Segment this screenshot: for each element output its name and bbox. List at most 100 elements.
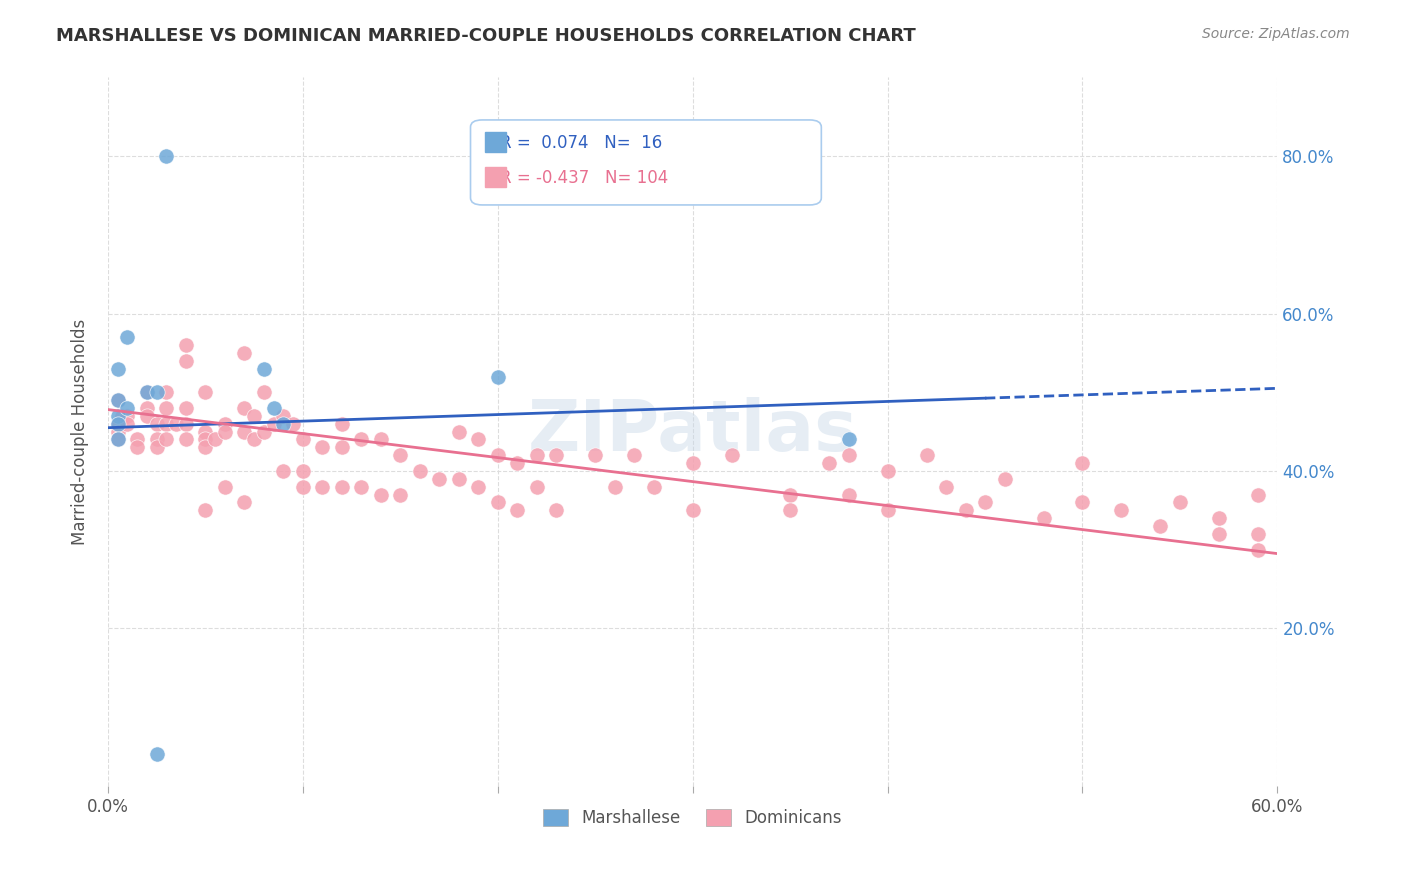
- Point: [291, 464, 314, 478]
- Point: [107, 393, 129, 408]
- Point: [155, 401, 177, 415]
- Point: [818, 456, 841, 470]
- Point: [330, 441, 353, 455]
- Point: [263, 401, 285, 415]
- Point: [583, 448, 606, 462]
- Point: [253, 361, 276, 376]
- Point: [263, 417, 285, 431]
- Point: [136, 401, 159, 415]
- Point: [370, 487, 392, 501]
- Point: [779, 503, 801, 517]
- Point: [876, 503, 898, 517]
- Legend: Marshallese, Dominicans: Marshallese, Dominicans: [537, 803, 849, 834]
- Bar: [485, 132, 506, 152]
- Point: [117, 401, 139, 415]
- Point: [1149, 519, 1171, 533]
- Point: [117, 330, 139, 344]
- Text: MARSHALLESE VS DOMINICAN MARRIED-COUPLE HOUSEHOLDS CORRELATION CHART: MARSHALLESE VS DOMINICAN MARRIED-COUPLE …: [56, 27, 915, 45]
- Point: [174, 401, 197, 415]
- Text: ZIPatlas: ZIPatlas: [527, 397, 858, 467]
- Point: [174, 338, 197, 352]
- Point: [107, 417, 129, 431]
- Point: [427, 472, 450, 486]
- Point: [273, 409, 295, 423]
- Point: [370, 433, 392, 447]
- Point: [447, 472, 470, 486]
- Text: R =  0.074   N=  16: R = 0.074 N= 16: [499, 134, 662, 152]
- Point: [1111, 503, 1133, 517]
- Point: [311, 480, 333, 494]
- Point: [136, 385, 159, 400]
- Point: [127, 441, 149, 455]
- Point: [155, 385, 177, 400]
- Point: [107, 433, 129, 447]
- Point: [311, 441, 333, 455]
- Point: [291, 480, 314, 494]
- Point: [233, 425, 256, 439]
- Point: [467, 480, 489, 494]
- Point: [350, 480, 373, 494]
- Point: [194, 441, 217, 455]
- Point: [107, 361, 129, 376]
- Point: [779, 487, 801, 501]
- Text: Source: ZipAtlas.com: Source: ZipAtlas.com: [1202, 27, 1350, 41]
- Point: [107, 417, 129, 431]
- Point: [506, 456, 529, 470]
- Point: [330, 417, 353, 431]
- Point: [876, 464, 898, 478]
- Point: [330, 480, 353, 494]
- Point: [526, 448, 548, 462]
- Point: [291, 433, 314, 447]
- Point: [915, 448, 938, 462]
- Point: [409, 464, 432, 478]
- Point: [155, 149, 177, 163]
- Point: [136, 385, 159, 400]
- Point: [174, 353, 197, 368]
- Point: [838, 487, 860, 501]
- Point: [243, 433, 266, 447]
- Point: [243, 409, 266, 423]
- Point: [107, 425, 129, 439]
- Point: [194, 433, 217, 447]
- Point: [486, 495, 509, 509]
- Point: [546, 448, 568, 462]
- Point: [682, 503, 704, 517]
- FancyBboxPatch shape: [471, 120, 821, 205]
- Point: [233, 401, 256, 415]
- Point: [1168, 495, 1191, 509]
- Point: [1071, 456, 1094, 470]
- Point: [389, 448, 412, 462]
- Point: [107, 393, 129, 408]
- Point: [111, 409, 134, 423]
- Point: [136, 409, 159, 423]
- Text: R = -0.437   N= 104: R = -0.437 N= 104: [499, 169, 668, 187]
- Point: [145, 747, 167, 762]
- Point: [194, 503, 217, 517]
- Point: [603, 480, 626, 494]
- Y-axis label: Married-couple Households: Married-couple Households: [72, 318, 89, 545]
- Point: [145, 385, 167, 400]
- Point: [993, 472, 1015, 486]
- Point: [273, 417, 295, 431]
- Point: [546, 503, 568, 517]
- Point: [253, 385, 276, 400]
- Point: [1071, 495, 1094, 509]
- Point: [720, 448, 742, 462]
- Point: [155, 433, 177, 447]
- Point: [389, 487, 412, 501]
- Point: [955, 503, 977, 517]
- Point: [117, 409, 139, 423]
- Point: [643, 480, 665, 494]
- Point: [233, 346, 256, 360]
- Point: [838, 433, 860, 447]
- Point: [281, 417, 304, 431]
- Point: [1247, 487, 1270, 501]
- Point: [145, 417, 167, 431]
- Point: [174, 433, 197, 447]
- Point: [526, 480, 548, 494]
- Point: [145, 433, 167, 447]
- Point: [350, 433, 373, 447]
- Point: [194, 385, 217, 400]
- Point: [214, 425, 236, 439]
- Point: [155, 417, 177, 431]
